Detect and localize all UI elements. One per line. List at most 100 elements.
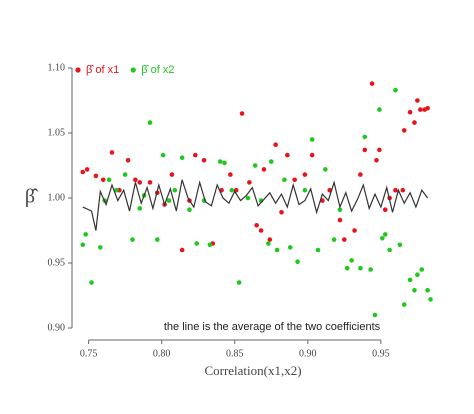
- point: [369, 81, 375, 86]
- x-tick-label: 0.85: [226, 348, 244, 359]
- point: [393, 187, 398, 193]
- point: [239, 111, 245, 116]
- point: [401, 302, 407, 307]
- point: [252, 163, 258, 168]
- point: [323, 167, 328, 172]
- point: [179, 247, 185, 253]
- point: [274, 247, 280, 253]
- point: [315, 247, 321, 253]
- point: [279, 210, 284, 215]
- point: [201, 158, 207, 163]
- point: [377, 147, 382, 153]
- point: [266, 241, 271, 246]
- legend-label: β̂ of x2: [141, 64, 174, 76]
- point: [80, 242, 86, 248]
- x-axis-label: Correlation(x1,x2): [204, 363, 301, 378]
- point: [228, 172, 233, 177]
- point: [387, 247, 392, 253]
- point: [179, 155, 185, 160]
- point: [172, 187, 178, 193]
- point: [207, 242, 213, 248]
- point: [258, 228, 264, 233]
- point: [412, 120, 417, 125]
- point: [337, 207, 343, 212]
- x-tick-label: 0.90: [299, 348, 317, 359]
- point: [425, 288, 430, 293]
- point: [217, 159, 223, 164]
- point: [100, 177, 106, 183]
- x-tick-label: 0.95: [372, 348, 390, 359]
- point: [125, 158, 131, 163]
- legend-marker: [130, 67, 136, 73]
- point: [106, 177, 112, 183]
- point: [342, 237, 347, 242]
- point: [368, 267, 373, 272]
- point: [407, 277, 413, 283]
- point: [419, 267, 425, 272]
- point: [400, 187, 406, 193]
- point: [331, 237, 337, 242]
- y-tick-label: 0.90: [48, 322, 66, 333]
- point: [245, 195, 251, 201]
- point: [382, 232, 388, 237]
- legend-marker: [75, 67, 81, 73]
- point: [192, 152, 198, 158]
- point: [309, 137, 315, 142]
- point: [428, 297, 433, 302]
- point: [247, 180, 252, 185]
- point: [154, 237, 160, 242]
- point: [254, 223, 259, 228]
- point: [109, 150, 115, 155]
- point: [302, 187, 308, 193]
- point: [236, 280, 242, 285]
- point: [302, 172, 308, 177]
- point: [133, 177, 138, 183]
- point: [93, 173, 99, 179]
- point: [380, 236, 385, 241]
- point: [415, 98, 420, 103]
- x-tick-label: 0.75: [80, 348, 98, 359]
- point: [222, 160, 227, 166]
- point: [401, 128, 407, 133]
- y-tick-label: 0.95: [48, 257, 66, 268]
- point: [285, 152, 290, 158]
- point: [273, 142, 278, 147]
- legend-label: β̂ of x1: [86, 64, 119, 76]
- point: [372, 312, 378, 318]
- point: [358, 265, 363, 271]
- point: [415, 272, 420, 278]
- point: [362, 134, 368, 140]
- point: [362, 147, 368, 153]
- point: [268, 159, 274, 164]
- point: [352, 228, 357, 233]
- point: [83, 232, 88, 237]
- point: [267, 237, 273, 242]
- point: [147, 120, 153, 125]
- point: [147, 180, 153, 185]
- point: [377, 107, 382, 112]
- point: [358, 172, 363, 177]
- point: [407, 109, 413, 115]
- x-tick-label: 0.80: [153, 348, 171, 359]
- y-tick-label: 1.00: [48, 192, 66, 203]
- point: [374, 158, 379, 163]
- point: [137, 180, 143, 185]
- point: [397, 242, 403, 248]
- point: [130, 237, 135, 242]
- annotation: the line is the average of the two coeff…: [164, 321, 381, 333]
- point: [169, 172, 175, 177]
- point: [295, 259, 300, 265]
- point: [412, 288, 417, 293]
- point: [393, 87, 398, 93]
- point: [309, 152, 315, 158]
- point: [89, 280, 94, 285]
- point: [80, 169, 86, 175]
- average-line: [82, 179, 429, 231]
- point: [287, 245, 293, 250]
- point: [282, 177, 287, 183]
- point: [98, 245, 103, 250]
- point: [382, 207, 388, 212]
- point: [349, 258, 354, 263]
- point: [425, 106, 430, 111]
- point: [166, 198, 172, 203]
